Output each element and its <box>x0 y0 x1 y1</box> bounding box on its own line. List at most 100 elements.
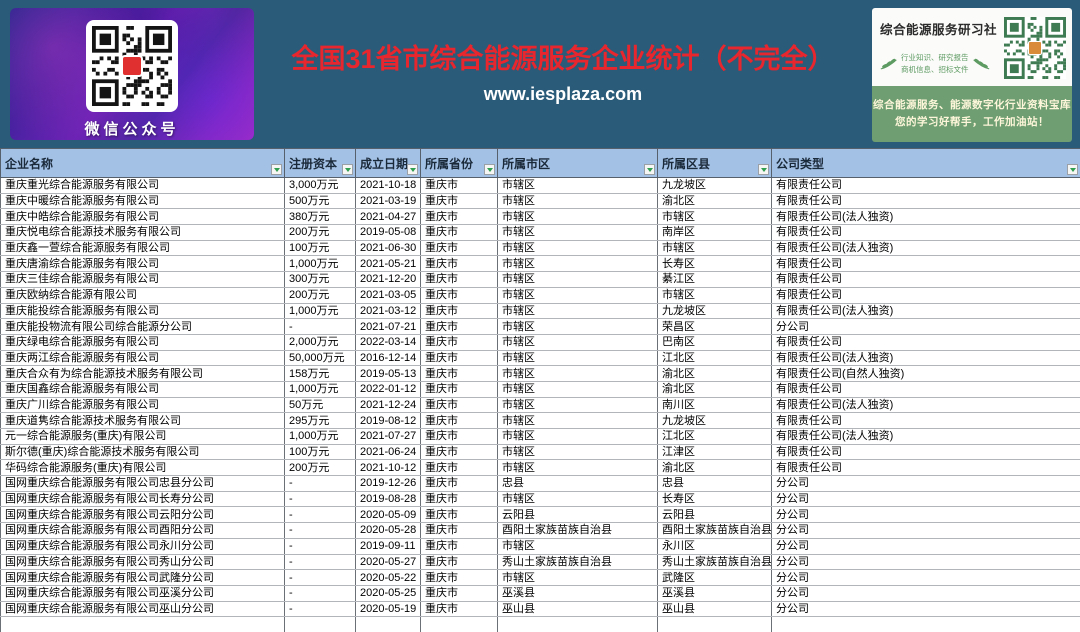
table-cell[interactable]: 永川区 <box>658 538 772 554</box>
table-cell[interactable]: 重庆唐渝综合能源服务有限公司 <box>1 256 285 272</box>
table-cell[interactable]: 有限责任公司 <box>772 460 1080 476</box>
table-cell[interactable]: 江北区 <box>658 429 772 445</box>
table-cell[interactable]: 市辖区 <box>498 460 658 476</box>
table-cell[interactable]: 市辖区 <box>498 366 658 382</box>
table-cell[interactable]: - <box>285 601 356 617</box>
table-cell[interactable]: 市辖区 <box>498 334 658 350</box>
table-cell[interactable] <box>658 617 772 632</box>
table-cell[interactable]: 50,000万元 <box>285 350 356 366</box>
table-cell[interactable]: 1,000万元 <box>285 256 356 272</box>
filter-button[interactable] <box>271 164 282 175</box>
table-cell[interactable]: 有限责任公司(法人独资) <box>772 240 1080 256</box>
table-cell[interactable]: 市辖区 <box>658 240 772 256</box>
table-cell[interactable]: 重庆中暖综合能源服务有限公司 <box>1 193 285 209</box>
table-cell[interactable]: 2022-03-14 <box>356 334 421 350</box>
table-cell[interactable]: 九龙坡区 <box>658 303 772 319</box>
table-cell[interactable]: 重庆重光综合能源服务有限公司 <box>1 178 285 194</box>
table-cell[interactable]: 斯尔德(重庆)综合能源技术服务有限公司 <box>1 444 285 460</box>
table-cell[interactable]: 有限责任公司(法人独资) <box>772 429 1080 445</box>
table-cell[interactable]: 巫山县 <box>498 601 658 617</box>
table-cell[interactable]: 1,000万元 <box>285 429 356 445</box>
table-cell[interactable]: 长寿区 <box>658 491 772 507</box>
table-cell[interactable]: 九龙坡区 <box>658 413 772 429</box>
table-cell[interactable]: 295万元 <box>285 413 356 429</box>
table-cell[interactable]: 重庆市 <box>421 538 498 554</box>
table-cell[interactable]: - <box>285 476 356 492</box>
table-cell[interactable]: 酉阳土家族苗族自治县 <box>498 523 658 539</box>
table-cell[interactable]: 云阳县 <box>658 507 772 523</box>
table-cell[interactable]: 有限责任公司 <box>772 381 1080 397</box>
table-cell[interactable]: 市辖区 <box>658 209 772 225</box>
table-cell[interactable]: 重庆两江综合能源服务有限公司 <box>1 350 285 366</box>
table-cell[interactable]: - <box>285 507 356 523</box>
table-cell[interactable]: 酉阳土家族苗族自治县 <box>658 523 772 539</box>
table-cell[interactable]: 重庆市 <box>421 476 498 492</box>
table-cell[interactable]: 重庆市 <box>421 491 498 507</box>
filter-button[interactable] <box>644 164 655 175</box>
table-cell[interactable]: 2021-03-12 <box>356 303 421 319</box>
table-cell[interactable]: 南川区 <box>658 397 772 413</box>
table-cell[interactable]: 重庆道隽综合能源技术服务有限公司 <box>1 413 285 429</box>
table-cell[interactable]: 重庆国鑫综合能源服务有限公司 <box>1 381 285 397</box>
table-cell[interactable]: 分公司 <box>772 476 1080 492</box>
table-cell[interactable]: - <box>285 585 356 601</box>
table-cell[interactable]: 市辖区 <box>498 413 658 429</box>
table-cell[interactable]: - <box>285 538 356 554</box>
table-cell[interactable]: 市辖区 <box>498 193 658 209</box>
table-cell[interactable] <box>1 617 285 632</box>
table-cell[interactable]: 国网重庆综合能源服务有限公司忠县分公司 <box>1 476 285 492</box>
table-cell[interactable]: 忠县 <box>658 476 772 492</box>
table-cell[interactable]: 国网重庆综合能源服务有限公司长寿分公司 <box>1 491 285 507</box>
table-cell[interactable]: - <box>285 554 356 570</box>
table-cell[interactable]: 有限责任公司 <box>772 272 1080 288</box>
table-cell[interactable]: 重庆三佳综合能源服务有限公司 <box>1 272 285 288</box>
table-cell[interactable]: 1,000万元 <box>285 381 356 397</box>
table-cell[interactable]: 2019-09-11 <box>356 538 421 554</box>
table-cell[interactable]: 重庆市 <box>421 225 498 241</box>
table-cell[interactable]: 云阳县 <box>498 507 658 523</box>
table-cell[interactable]: 分公司 <box>772 538 1080 554</box>
table-cell[interactable]: 重庆市 <box>421 350 498 366</box>
table-cell[interactable]: 武隆区 <box>658 570 772 586</box>
filter-button[interactable] <box>342 164 353 175</box>
table-cell[interactable]: 綦江区 <box>658 272 772 288</box>
table-cell[interactable]: 200万元 <box>285 287 356 303</box>
table-cell[interactable]: 2021-06-24 <box>356 444 421 460</box>
table-cell[interactable]: 巫溪县 <box>498 585 658 601</box>
table-cell[interactable]: 重庆市 <box>421 272 498 288</box>
table-cell[interactable]: 重庆市 <box>421 554 498 570</box>
table-cell[interactable]: 有限责任公司(自然人独资) <box>772 366 1080 382</box>
table-cell[interactable]: 分公司 <box>772 601 1080 617</box>
table-cell[interactable]: 2021-12-20 <box>356 272 421 288</box>
table-cell[interactable]: 有限责任公司(法人独资) <box>772 350 1080 366</box>
table-cell[interactable]: - <box>285 319 356 335</box>
table-cell[interactable]: 市辖区 <box>498 429 658 445</box>
table-cell[interactable]: 市辖区 <box>498 287 658 303</box>
table-cell[interactable]: 有限责任公司 <box>772 178 1080 194</box>
table-cell[interactable]: 市辖区 <box>498 178 658 194</box>
table-cell[interactable]: 渝北区 <box>658 366 772 382</box>
table-cell[interactable]: 市辖区 <box>498 240 658 256</box>
table-cell[interactable]: 元一综合能源服务(重庆)有限公司 <box>1 429 285 445</box>
table-cell[interactable]: 秀山土家族苗族自治县 <box>498 554 658 570</box>
table-cell[interactable] <box>421 617 498 632</box>
table-cell[interactable]: 重庆市 <box>421 585 498 601</box>
table-cell[interactable]: 2021-10-12 <box>356 460 421 476</box>
table-cell[interactable]: 重庆市 <box>421 397 498 413</box>
table-cell[interactable]: 重庆市 <box>421 507 498 523</box>
table-cell[interactable]: 国网重庆综合能源服务有限公司永川分公司 <box>1 538 285 554</box>
table-cell[interactable]: 100万元 <box>285 240 356 256</box>
table-cell[interactable]: 有限责任公司 <box>772 444 1080 460</box>
filter-button[interactable] <box>407 164 418 175</box>
filter-button[interactable] <box>758 164 769 175</box>
table-cell[interactable]: 市辖区 <box>498 538 658 554</box>
table-cell[interactable]: 市辖区 <box>498 444 658 460</box>
table-cell[interactable]: 158万元 <box>285 366 356 382</box>
table-cell[interactable]: 分公司 <box>772 507 1080 523</box>
table-cell[interactable]: 分公司 <box>772 523 1080 539</box>
table-cell[interactable]: 2020-05-27 <box>356 554 421 570</box>
table-cell[interactable]: 200万元 <box>285 460 356 476</box>
table-cell[interactable]: 巫溪县 <box>658 585 772 601</box>
table-cell[interactable]: 有限责任公司 <box>772 413 1080 429</box>
table-cell[interactable]: 2021-07-21 <box>356 319 421 335</box>
